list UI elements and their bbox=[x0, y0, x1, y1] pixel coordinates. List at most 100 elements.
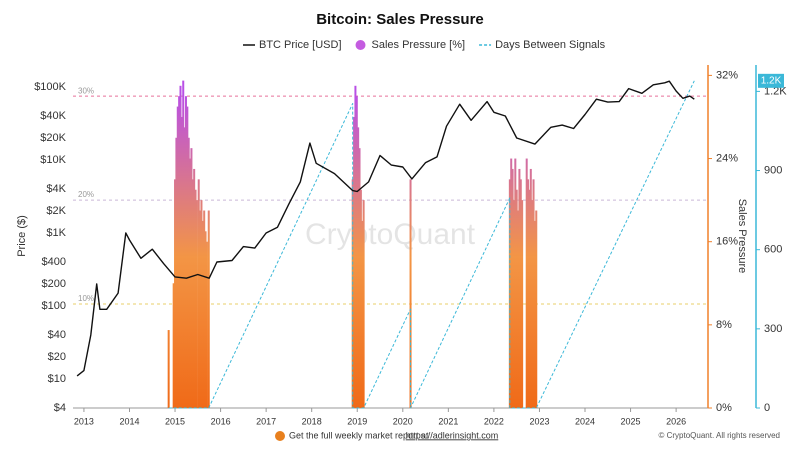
legend-label: Days Between Signals bbox=[495, 39, 606, 51]
x-tick-label: 2022 bbox=[484, 416, 504, 426]
value-label: 1.2K bbox=[761, 75, 782, 86]
bar bbox=[511, 168, 514, 408]
footer-link[interactable]: https://adlerinsight.com bbox=[406, 430, 499, 440]
reference-label: 10% bbox=[78, 294, 94, 303]
bar bbox=[174, 179, 177, 408]
bar bbox=[204, 231, 207, 408]
bar bbox=[531, 200, 534, 408]
x-tick-label: 2019 bbox=[347, 416, 367, 426]
reference-label: 20% bbox=[78, 190, 94, 199]
bar bbox=[354, 85, 357, 409]
y-tick-label: $1K bbox=[46, 227, 66, 239]
series-line bbox=[168, 80, 695, 409]
x-tick-label: 2013 bbox=[74, 416, 94, 426]
bar bbox=[199, 210, 202, 408]
footer-text: Get the full weekly market report at bbox=[289, 430, 429, 440]
x-tick-label: 2018 bbox=[302, 416, 322, 426]
y2-axis-label: Sales Pressure bbox=[736, 199, 748, 274]
bar bbox=[535, 210, 538, 408]
bar bbox=[176, 106, 179, 409]
y-axis-label: Price ($) bbox=[16, 215, 28, 257]
bar bbox=[521, 200, 524, 408]
y-tick-label: $4K bbox=[46, 183, 66, 195]
bar bbox=[528, 189, 531, 408]
x-tick-label: 2025 bbox=[621, 416, 641, 426]
bar bbox=[508, 179, 511, 408]
x-tick-label: 2023 bbox=[529, 416, 549, 426]
x-tick-label: 2015 bbox=[165, 416, 185, 426]
bar bbox=[182, 80, 185, 408]
x-tick-label: 2026 bbox=[666, 416, 686, 426]
x-tick-label: 2020 bbox=[393, 416, 413, 426]
bar bbox=[190, 148, 193, 408]
bar bbox=[353, 116, 356, 408]
bar bbox=[175, 137, 178, 408]
x-tick-label: 2017 bbox=[256, 416, 276, 426]
bar bbox=[203, 210, 206, 408]
bar bbox=[510, 158, 513, 408]
y3-tick-label: 300 bbox=[764, 323, 782, 335]
bar bbox=[205, 241, 208, 408]
bar bbox=[515, 189, 518, 408]
bar bbox=[193, 168, 196, 408]
bar bbox=[355, 96, 358, 408]
bar bbox=[359, 189, 362, 408]
bar bbox=[409, 179, 412, 408]
x-tick-label: 2021 bbox=[438, 416, 458, 426]
y2-tick-label: 8% bbox=[716, 319, 732, 331]
bar bbox=[195, 200, 198, 408]
bar bbox=[532, 179, 535, 408]
bar bbox=[184, 96, 187, 408]
x-tick-label: 2014 bbox=[119, 416, 139, 426]
y-tick-label: $100K bbox=[34, 81, 66, 93]
legend-marker bbox=[355, 40, 366, 50]
bar bbox=[362, 200, 365, 408]
y3-tick-label: 600 bbox=[764, 244, 782, 256]
y2-tick-label: 0% bbox=[716, 402, 732, 414]
y2-tick-label: 16% bbox=[716, 236, 738, 248]
y2-tick-label: 32% bbox=[716, 69, 738, 81]
bar bbox=[357, 127, 360, 408]
bar bbox=[187, 137, 190, 408]
legend-label: Sales Pressure [%] bbox=[372, 39, 466, 51]
bar bbox=[519, 179, 522, 408]
y3-tick-label: 0 bbox=[764, 402, 770, 414]
bar bbox=[194, 189, 197, 408]
x-tick-label: 2016 bbox=[211, 416, 231, 426]
y-tick-label: $200 bbox=[42, 278, 66, 290]
y-tick-label: $400 bbox=[42, 256, 66, 268]
y-tick-label: $20K bbox=[40, 132, 66, 144]
bar bbox=[527, 179, 530, 408]
y-tick-label: $40 bbox=[48, 329, 66, 341]
y-tick-label: $100 bbox=[42, 300, 66, 312]
series-line bbox=[76, 80, 695, 377]
bar bbox=[191, 179, 194, 408]
legend-label: BTC Price [USD] bbox=[259, 39, 342, 51]
value-label-box bbox=[758, 73, 784, 88]
bar bbox=[189, 158, 192, 408]
y-tick-label: $20 bbox=[48, 351, 66, 363]
chart-title: Bitcoin: Sales Pressure bbox=[316, 11, 484, 28]
y-tick-label: $4 bbox=[54, 402, 66, 414]
y3-tick-label: 1.2K bbox=[764, 85, 787, 97]
bar bbox=[525, 158, 528, 408]
bar bbox=[517, 210, 520, 408]
bar bbox=[512, 200, 515, 408]
bar bbox=[186, 106, 189, 409]
watermark: CryptoQuant bbox=[305, 218, 476, 251]
bar bbox=[183, 127, 186, 408]
bar bbox=[178, 96, 181, 408]
bar bbox=[167, 330, 170, 408]
y2-tick-label: 24% bbox=[716, 152, 738, 164]
copyright: © CryptoQuant. All rights reserved bbox=[659, 431, 781, 440]
x-tick-label: 2024 bbox=[575, 416, 595, 426]
bar bbox=[201, 220, 204, 408]
bar bbox=[179, 85, 182, 409]
bar bbox=[200, 200, 203, 408]
bar bbox=[207, 210, 210, 408]
footer-icon bbox=[275, 431, 285, 441]
bar bbox=[358, 148, 361, 408]
bar bbox=[172, 283, 175, 408]
